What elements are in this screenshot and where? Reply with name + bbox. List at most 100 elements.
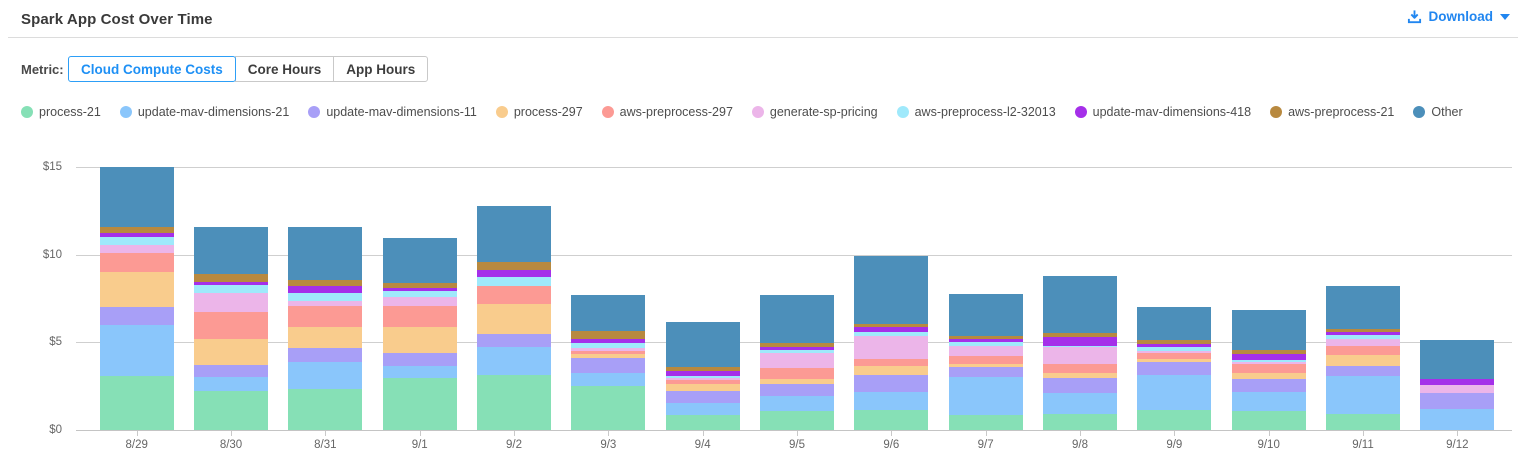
bar-segment-generate-sp-pricing[interactable]	[1420, 384, 1495, 393]
bar-segment-update-mav-dimensions-21[interactable]	[1231, 391, 1306, 412]
bar-segment-process-297[interactable]	[1043, 372, 1117, 378]
bar-segment-update-mav-dimensions-11[interactable]	[1043, 377, 1117, 393]
bar-segment-update-mav-dimensions-21[interactable]	[477, 347, 552, 376]
bar-segment-process-21[interactable]	[665, 414, 740, 430]
bar-segment-process-21[interactable]	[288, 389, 363, 430]
bar-segment-process-297[interactable]	[382, 327, 457, 353]
bar-segment-Other[interactable]	[760, 294, 834, 343]
bar-segment-aws-preprocess-21[interactable]	[382, 282, 457, 288]
bar-segment-aws-preprocess-297[interactable]	[1043, 363, 1117, 373]
bar-segment-Other[interactable]	[194, 226, 269, 274]
bar-segment-aws-preprocess-l2-32013[interactable]	[288, 293, 363, 301]
bar-segment-process-21[interactable]	[571, 385, 646, 430]
bar-segment-aws-preprocess-l2-32013[interactable]	[571, 342, 646, 349]
bar-segment-update-mav-dimensions-21[interactable]	[1043, 392, 1117, 414]
bar-segment-aws-preprocess-l2-32013[interactable]	[948, 342, 1023, 346]
bar-segment-update-mav-dimensions-11[interactable]	[194, 364, 269, 377]
legend-item-aws-preprocess-21[interactable]: aws-preprocess-21	[1270, 105, 1394, 119]
bar-segment-update-mav-dimensions-418[interactable]	[665, 370, 740, 377]
bar-9/11[interactable]	[1325, 286, 1400, 430]
bar-segment-process-297[interactable]	[477, 304, 552, 335]
bar-segment-aws-preprocess-297[interactable]	[99, 252, 174, 272]
bar-9/7[interactable]	[948, 293, 1023, 430]
bar-9/1[interactable]	[382, 237, 457, 430]
bar-segment-aws-preprocess-l2-32013[interactable]	[854, 332, 929, 336]
bar-9/4[interactable]	[665, 321, 740, 430]
bar-segment-aws-preprocess-l2-32013[interactable]	[1043, 345, 1117, 348]
bar-segment-process-297[interactable]	[760, 378, 834, 384]
bar-segment-process-21[interactable]	[760, 411, 834, 430]
legend-item-update-mav-dimensions-418[interactable]: update-mav-dimensions-418	[1074, 105, 1251, 119]
bar-segment-update-mav-dimensions-21[interactable]	[288, 362, 363, 390]
bar-8/30[interactable]	[194, 226, 269, 430]
bar-segment-Other[interactable]	[1043, 276, 1117, 334]
bar-segment-generate-sp-pricing[interactable]	[1137, 350, 1212, 353]
bar-segment-Other[interactable]	[854, 256, 929, 324]
bar-segment-Other[interactable]	[571, 294, 646, 331]
tab-cloud-compute-costs[interactable]: Cloud Compute Costs	[68, 56, 236, 82]
bar-segment-process-297[interactable]	[1325, 355, 1400, 366]
bar-segment-update-mav-dimensions-11[interactable]	[665, 391, 740, 404]
bar-segment-process-297[interactable]	[1137, 358, 1212, 363]
bar-segment-generate-sp-pricing[interactable]	[99, 244, 174, 253]
bar-segment-update-mav-dimensions-418[interactable]	[288, 286, 363, 293]
bar-segment-update-mav-dimensions-21[interactable]	[99, 324, 174, 377]
bar-segment-aws-preprocess-l2-32013[interactable]	[1137, 347, 1212, 351]
bar-segment-update-mav-dimensions-21[interactable]	[1325, 376, 1400, 414]
bar-segment-aws-preprocess-297[interactable]	[1137, 352, 1212, 359]
bar-segment-aws-preprocess-l2-32013[interactable]	[1231, 359, 1306, 363]
bar-segment-update-mav-dimensions-11[interactable]	[288, 348, 363, 363]
bar-segment-generate-sp-pricing[interactable]	[382, 297, 457, 307]
bar-segment-process-21[interactable]	[948, 414, 1023, 430]
bar-9/6[interactable]	[854, 256, 929, 430]
bar-segment-aws-preprocess-21[interactable]	[194, 273, 269, 282]
bar-segment-aws-preprocess-21[interactable]	[854, 323, 929, 328]
bar-9/5[interactable]	[760, 294, 834, 430]
bar-segment-aws-preprocess-21[interactable]	[760, 342, 834, 348]
bar-segment-process-21[interactable]	[477, 375, 552, 430]
bar-segment-Other[interactable]	[1325, 286, 1400, 329]
bar-segment-update-mav-dimensions-21[interactable]	[854, 391, 929, 411]
bar-segment-process-297[interactable]	[948, 363, 1023, 368]
bar-segment-update-mav-dimensions-11[interactable]	[99, 307, 174, 325]
bar-segment-Other[interactable]	[477, 206, 552, 262]
bar-segment-generate-sp-pricing[interactable]	[571, 348, 646, 351]
bar-segment-update-mav-dimensions-418[interactable]	[99, 232, 174, 237]
bar-segment-generate-sp-pricing[interactable]	[288, 300, 363, 307]
bar-segment-Other[interactable]	[665, 321, 740, 368]
bar-segment-aws-preprocess-21[interactable]	[948, 335, 1023, 340]
bar-segment-generate-sp-pricing[interactable]	[760, 353, 834, 369]
bar-segment-process-21[interactable]	[194, 391, 269, 430]
bar-segment-generate-sp-pricing[interactable]	[665, 377, 740, 380]
bar-segment-process-297[interactable]	[854, 365, 929, 376]
legend-item-update-mav-dimensions-11[interactable]: update-mav-dimensions-11	[308, 105, 477, 119]
legend-item-Other[interactable]: Other	[1413, 105, 1463, 119]
bar-segment-process-21[interactable]	[99, 376, 174, 430]
bar-segment-Other[interactable]	[948, 293, 1023, 336]
bar-segment-update-mav-dimensions-21[interactable]	[1420, 409, 1495, 430]
bar-segment-aws-preprocess-l2-32013[interactable]	[665, 376, 740, 378]
bar-segment-aws-preprocess-l2-32013[interactable]	[477, 277, 552, 286]
bar-segment-update-mav-dimensions-418[interactable]	[571, 339, 646, 343]
bar-segment-update-mav-dimensions-11[interactable]	[1231, 378, 1306, 392]
legend-item-aws-preprocess-l2-32013[interactable]: aws-preprocess-l2-32013	[896, 105, 1056, 119]
bar-segment-update-mav-dimensions-418[interactable]	[1137, 343, 1212, 348]
bar-8/31[interactable]	[288, 227, 363, 430]
bar-segment-aws-preprocess-21[interactable]	[1231, 349, 1306, 355]
bar-segment-update-mav-dimensions-11[interactable]	[477, 334, 552, 348]
bar-segment-aws-preprocess-l2-32013[interactable]	[760, 349, 834, 354]
bar-segment-process-297[interactable]	[288, 327, 363, 349]
bar-9/9[interactable]	[1137, 307, 1212, 430]
bar-segment-Other[interactable]	[288, 227, 363, 280]
bar-9/8[interactable]	[1043, 276, 1117, 430]
bar-segment-generate-sp-pricing[interactable]	[1325, 338, 1400, 347]
bar-segment-aws-preprocess-21[interactable]	[571, 330, 646, 340]
bar-segment-aws-preprocess-297[interactable]	[477, 286, 552, 305]
bar-segment-aws-preprocess-21[interactable]	[1137, 340, 1212, 344]
bar-segment-update-mav-dimensions-21[interactable]	[382, 365, 457, 378]
bar-segment-aws-preprocess-l2-32013[interactable]	[1325, 335, 1400, 339]
bar-segment-process-297[interactable]	[571, 354, 646, 358]
bar-segment-update-mav-dimensions-21[interactable]	[571, 372, 646, 386]
bar-segment-process-21[interactable]	[1325, 413, 1400, 430]
bar-segment-aws-preprocess-297[interactable]	[760, 368, 834, 379]
